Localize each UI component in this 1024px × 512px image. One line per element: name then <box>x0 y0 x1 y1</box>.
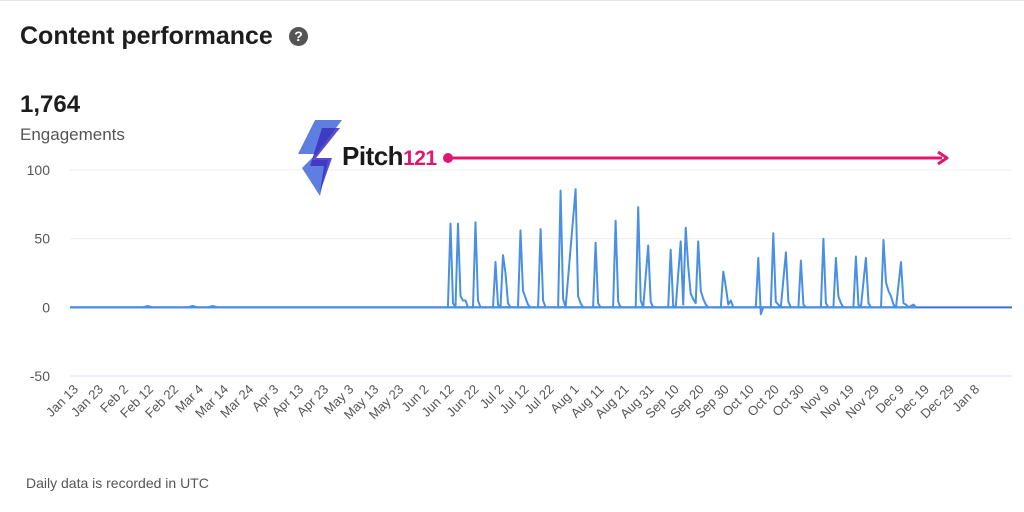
pitch121-logo-text: Pitch121 <box>342 141 437 172</box>
card-title: Content performance <box>20 22 273 50</box>
y-tick-label: -50 <box>30 368 50 384</box>
y-tick-label: 0 <box>42 299 50 315</box>
logo-name: Pitch <box>342 141 404 171</box>
engagements-label: Engagements <box>20 125 125 144</box>
y-tick-label: 50 <box>34 231 50 247</box>
x-tick-label: Jul 22 <box>522 382 557 417</box>
x-tick-label: Jan 8 <box>949 382 982 415</box>
top-divider <box>0 0 1024 1</box>
arrow-head-icon <box>937 150 949 166</box>
engagements-series-line <box>70 188 917 316</box>
utc-footnote: Daily data is recorded in UTC <box>26 475 209 491</box>
engagements-value: 1,764 <box>20 91 81 118</box>
help-icon[interactable]: ? <box>289 27 308 46</box>
logo-number: 121 <box>403 147 437 170</box>
y-tick-label: 100 <box>27 162 51 178</box>
pitch121-logo-mark-icon <box>298 120 342 196</box>
